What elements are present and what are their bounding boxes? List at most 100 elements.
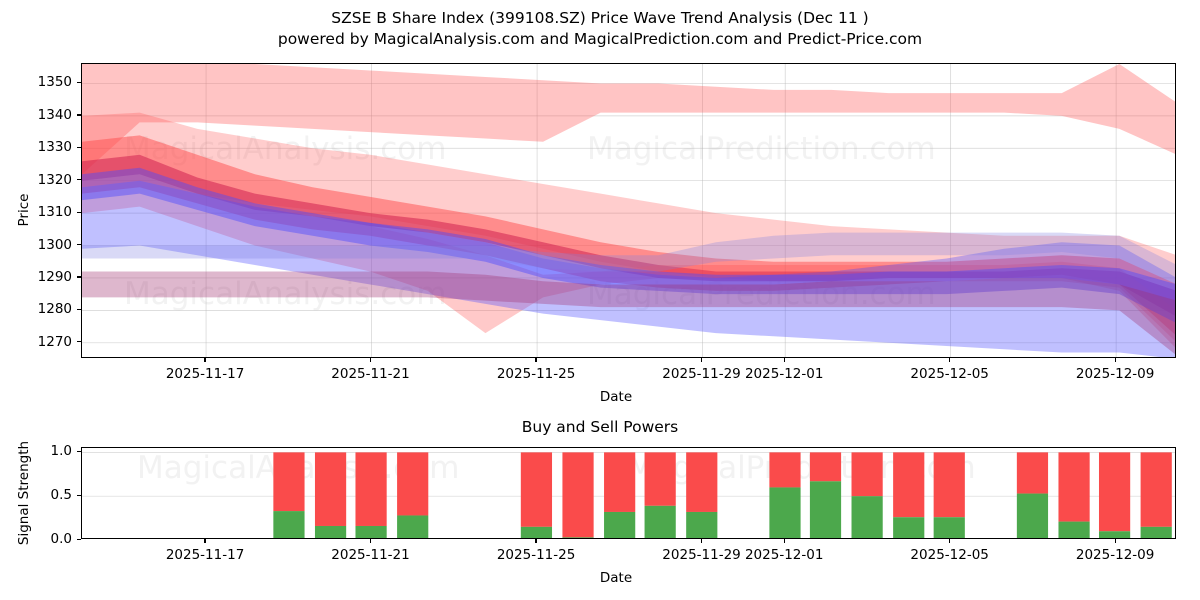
signal-bar (686, 452, 718, 538)
price-x-tick-mark (535, 358, 537, 362)
sell-power-bar (1098, 452, 1131, 532)
signal-bar (893, 452, 925, 538)
signal-chart-y-axis-label: Signal Strength (16, 440, 32, 546)
signal-x-tick-label: 2025-12-01 (744, 547, 824, 563)
price-band-inner-blue-band (82, 167, 1175, 323)
price-band-right-lilac-band (82, 232, 1175, 284)
buy-power-bar (397, 515, 429, 538)
price-x-tick-mark (783, 358, 785, 362)
signal-x-tick-label: 2025-11-17 (165, 547, 245, 563)
price-y-tick-label: 1330 (37, 139, 72, 156)
price-x-tick-mark (949, 358, 951, 362)
signal-chart-title: Buy and Sell Powers (521, 418, 679, 436)
signal-y-tick-label: 0.5 (50, 487, 72, 504)
signal-bar (355, 452, 387, 538)
price-band-bottom-purple-band (82, 271, 1175, 355)
signal-chart-x-axis-label: Date (599, 570, 633, 586)
sell-power-bar (273, 452, 305, 512)
signal-bar (520, 452, 553, 538)
price-y-tick-label: 1350 (37, 74, 72, 91)
sell-power-bar (851, 452, 883, 497)
signal-x-tick-label: 2025-12-05 (910, 547, 989, 563)
sell-power-bar (769, 452, 801, 488)
buy-power-bar (1058, 521, 1090, 538)
signal-x-tick-label: 2025-12-09 (1075, 547, 1155, 563)
buy-power-bar (1098, 531, 1131, 538)
signal-x-tick-mark (700, 539, 703, 543)
signal-x-tick-mark (204, 539, 206, 543)
price-x-tick-label: 2025-12-01 (744, 366, 824, 382)
price-chart-svg: MagicalAnalysis.com MagicalPrediction.com… (82, 64, 1175, 357)
watermark-text: MagicalPrediction.com (587, 131, 936, 167)
price-band-outer-upper-red (82, 64, 1175, 175)
price-band-dark-core-red (82, 154, 1175, 316)
buy-power-bar (769, 487, 801, 538)
sell-power-bar (397, 452, 429, 516)
sell-power-bar (604, 452, 636, 512)
page-title: SZSE B Share Index (399108.SZ) Price Wav… (331, 9, 869, 27)
buy-power-bar (520, 526, 553, 538)
price-chart-plot-area: MagicalAnalysis.com MagicalPrediction.com… (81, 63, 1176, 358)
signal-bar (769, 452, 801, 538)
price-band-lower-red-dip (82, 174, 1175, 348)
price-chart-x-axis-label: Date (599, 389, 633, 405)
sell-power-bar (893, 452, 925, 518)
price-y-tick-label: 1290 (37, 268, 72, 285)
buy-power-bar (273, 511, 305, 538)
signal-bar (1016, 452, 1049, 538)
signal-x-tick-label: 2025-11-25 (496, 547, 576, 563)
buy-power-bar (355, 525, 387, 538)
buy-power-bar (933, 517, 965, 538)
signal-bar (1098, 452, 1131, 538)
buy-power-bar (686, 511, 718, 538)
price-y-tick-label: 1320 (37, 171, 72, 188)
price-y-tick-label: 1340 (37, 106, 72, 123)
sell-power-bar (809, 452, 842, 482)
buy-power-bar (604, 511, 636, 538)
signal-bar (397, 452, 429, 538)
page-subtitle: powered by MagicalAnalysis.com and Magic… (277, 30, 923, 48)
signal-x-tick-mark (783, 539, 785, 543)
price-y-tick-label: 1280 (37, 301, 72, 318)
sell-power-bar (686, 452, 718, 512)
price-band-mid-red-band (82, 135, 1175, 335)
signal-x-tick-mark (949, 539, 951, 543)
sell-power-bar (933, 452, 965, 518)
signal-x-tick-mark (535, 539, 537, 543)
sell-power-bar (644, 452, 676, 506)
signal-y-tick-label: 0.0 (50, 531, 72, 547)
signal-bar (562, 452, 594, 538)
price-x-tick-label: 2025-12-09 (1075, 366, 1155, 382)
buy-power-bar (893, 517, 925, 538)
signal-bar (809, 452, 842, 538)
sell-power-bar (1016, 452, 1049, 494)
price-x-tick-mark (369, 358, 372, 362)
buy-power-bar (809, 481, 842, 538)
price-x-tick-mark (204, 358, 206, 362)
price-y-tick-label: 1310 (37, 204, 72, 221)
watermark-text: MagicalAnalysis.com (124, 276, 446, 312)
signal-bar (1058, 452, 1090, 538)
sell-power-bar (562, 452, 594, 538)
sell-power-bar (520, 452, 553, 527)
signal-bar (644, 452, 676, 538)
signal-bar (1140, 452, 1172, 538)
price-x-tick-mark (700, 358, 703, 362)
price-band-wide-pink-upper (82, 112, 1175, 341)
buy-power-bar (314, 525, 347, 538)
price-x-tick-label: 2025-11-21 (331, 366, 410, 382)
signal-x-tick-label: 2025-11-21 (331, 547, 410, 563)
signal-bar (851, 452, 883, 538)
signal-x-tick-mark (369, 539, 372, 543)
price-y-tick-label: 1270 (37, 333, 72, 350)
sell-power-bar (1058, 452, 1090, 522)
buy-power-bar (644, 505, 676, 538)
price-x-tick-label: 2025-12-05 (910, 366, 989, 382)
price-x-tick-mark (1114, 358, 1116, 362)
signal-bar (273, 452, 305, 538)
buy-power-bar (851, 496, 883, 538)
buy-power-bar (562, 537, 594, 538)
sell-power-bar (314, 452, 347, 526)
